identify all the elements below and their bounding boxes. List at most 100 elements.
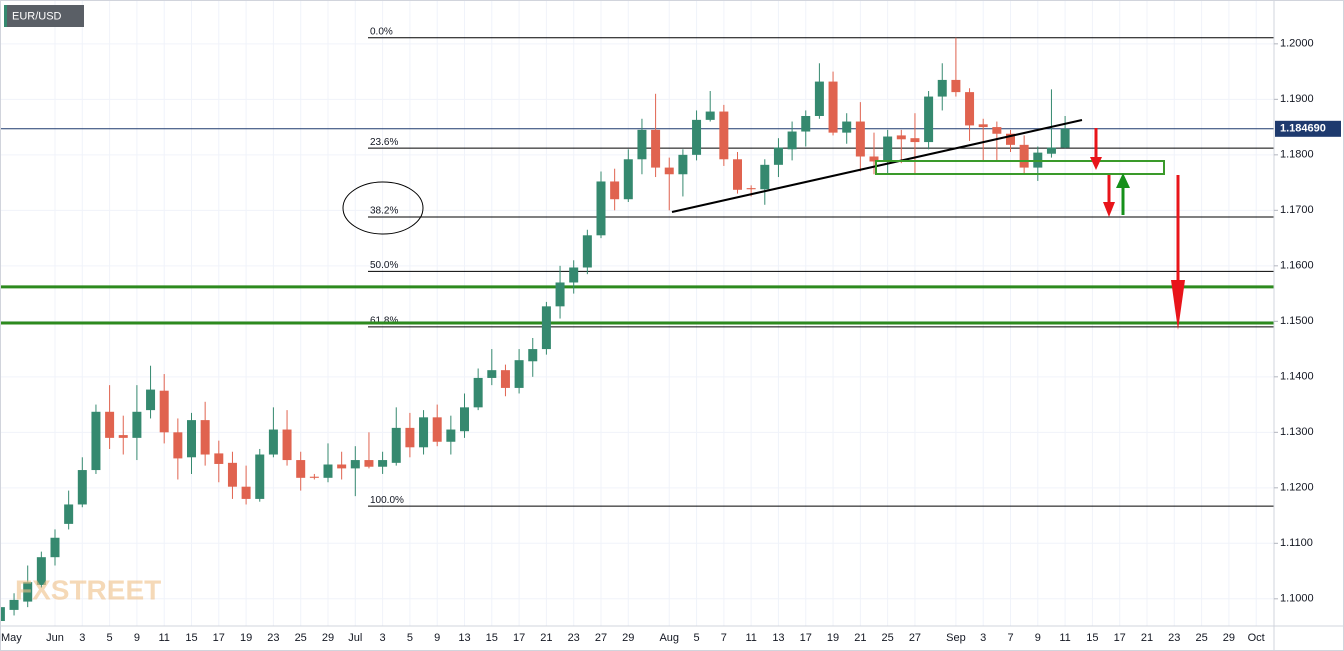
candle-body (883, 136, 893, 162)
x-tick-label: Jul (348, 632, 362, 644)
candle-body (391, 427, 401, 463)
candle-body (460, 407, 469, 432)
candle-body (500, 370, 510, 388)
candle-body (555, 282, 565, 307)
candle-body (978, 124, 988, 128)
candle-body (828, 81, 838, 133)
candle-body (9, 599, 19, 610)
candle-body (282, 429, 292, 461)
candle-body (651, 129, 661, 168)
candle-body (105, 411, 115, 438)
x-tick-label: 17 (1114, 632, 1126, 644)
candle-body (664, 167, 674, 175)
x-tick-label: Aug (659, 632, 679, 644)
candle-body (323, 464, 333, 478)
candle-body (214, 453, 224, 464)
candle-body (569, 267, 579, 283)
candle-body (746, 188, 756, 190)
candle-body (637, 129, 647, 160)
candle-body (296, 460, 306, 478)
candle-body (1060, 128, 1070, 148)
x-tick-label: 15 (185, 632, 197, 644)
candle-body (692, 119, 702, 155)
candle-body (173, 432, 183, 459)
x-tick-label: 3 (980, 632, 986, 644)
candle-body (350, 460, 360, 469)
candle-body (378, 460, 388, 467)
candle-body (36, 557, 46, 585)
x-tick-label: 23 (568, 632, 580, 644)
candle-body (924, 96, 934, 143)
candle-body (610, 181, 620, 200)
candle-body (596, 181, 606, 236)
candle-body (268, 429, 278, 455)
candle-body (760, 164, 770, 190)
y-tick-label: 1.1900 (1280, 93, 1314, 105)
x-tick-label: 3 (380, 632, 386, 644)
candle-body (541, 306, 551, 350)
candle-body (159, 390, 169, 433)
x-tick-label: 21 (1141, 632, 1153, 644)
fib-label: 23.6% (370, 137, 398, 148)
candle-body (405, 427, 415, 448)
y-tick-label: 1.1800 (1280, 149, 1314, 161)
x-tick-label: 11 (745, 632, 756, 644)
candle-body (146, 389, 156, 411)
candle-body (50, 537, 60, 558)
y-tick-label: 1.1600 (1280, 260, 1314, 272)
x-tick-label: 15 (486, 632, 498, 644)
candle-body (773, 147, 783, 165)
x-tick-label: 5 (407, 632, 413, 644)
candle-body (910, 138, 920, 143)
candle-body (814, 81, 824, 116)
candle-body (896, 135, 906, 140)
fib-label: 100.0% (370, 495, 404, 506)
x-tick-label: 23 (267, 632, 279, 644)
x-tick-label: 19 (827, 632, 839, 644)
x-tick-label: 25 (882, 632, 894, 644)
candle-body (473, 377, 483, 408)
x-tick-label: 5 (693, 632, 699, 644)
x-tick-label: 21 (854, 632, 866, 644)
support-zone (875, 160, 1165, 175)
x-tick-label: 19 (240, 632, 252, 644)
candle-body (200, 420, 210, 455)
candle-body (255, 454, 265, 499)
x-tick-label: Oct (1248, 632, 1265, 644)
x-tick-label: 25 (295, 632, 307, 644)
highlight-ellipse (342, 181, 424, 235)
candle-body (309, 476, 319, 478)
arrows (1090, 128, 1185, 330)
candle-body (623, 159, 633, 200)
candle-body (337, 464, 347, 469)
y-tick-label: 1.1500 (1280, 315, 1314, 327)
x-tick-label: 11 (1059, 632, 1070, 644)
x-tick-label: 25 (1195, 632, 1207, 644)
x-tick-label: 5 (107, 632, 113, 644)
symbol-accent (4, 5, 7, 27)
symbol: EUR/USD (12, 10, 62, 22)
symbol-box (4, 5, 84, 27)
y-tick-label: 1.2000 (1280, 38, 1314, 50)
y-tick-label: 1.1300 (1280, 426, 1314, 438)
candle-body (118, 435, 128, 438)
y-tick-label: 1.1700 (1280, 204, 1314, 216)
x-tick-label: 29 (1223, 632, 1235, 644)
arrow-head (1090, 157, 1102, 170)
arrow-head (1116, 173, 1130, 188)
x-tick-label: 27 (595, 632, 607, 644)
candle-body (432, 417, 442, 442)
candle-body (23, 582, 33, 602)
candle-body (869, 156, 879, 162)
x-tick-label: 29 (622, 632, 634, 644)
fib-label: 38.2% (370, 206, 398, 217)
x-tick-label: 23 (1168, 632, 1180, 644)
candle-body (364, 460, 374, 467)
candle-body (992, 127, 1002, 134)
candle-body (241, 486, 251, 499)
candle-body (77, 470, 87, 505)
x-tick-label: 9 (434, 632, 440, 644)
fib-label: 50.0% (370, 260, 398, 271)
plot: 0.0% 23.6% 38.2% 50.0% 61.8% 100.0% (0, 26, 1274, 624)
